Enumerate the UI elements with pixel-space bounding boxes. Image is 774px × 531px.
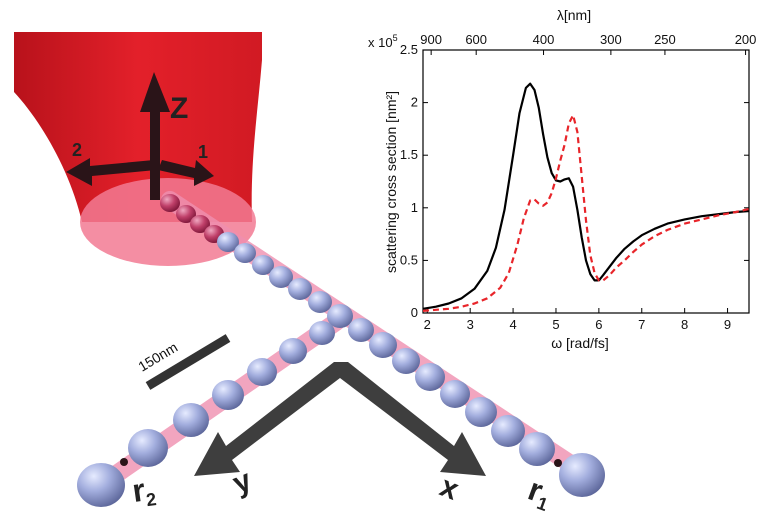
axis-2-label: 2 [72, 140, 82, 160]
particle [279, 338, 307, 364]
particle [234, 243, 256, 263]
particle [77, 463, 125, 507]
particle [160, 194, 180, 212]
particle [348, 318, 374, 342]
plot-frame [422, 49, 750, 314]
top-tick-label: 900 [420, 32, 442, 47]
scale-bar [145, 334, 231, 390]
y-axis-label: scattering cross section [nm²] [383, 91, 399, 273]
x-tick-label: 9 [724, 317, 731, 332]
particle [212, 380, 244, 410]
x-tick-label: 5 [552, 317, 559, 332]
beam-focus-disk [80, 178, 256, 266]
particle [519, 432, 555, 466]
z-axis-arrow [140, 72, 170, 200]
y-tick-label: 1.5 [400, 147, 418, 162]
r1-marker [554, 459, 562, 467]
top-tick-label: 300 [600, 32, 622, 47]
exponent-label: x 105 [368, 33, 398, 50]
particle [128, 429, 168, 467]
particle [288, 278, 312, 300]
particle [559, 453, 605, 497]
x-axis-label: ω [rad/fs] [551, 335, 609, 351]
particle [176, 205, 196, 223]
particle [491, 415, 525, 447]
top-axis-label: λ[nm] [557, 7, 591, 23]
particle [217, 232, 239, 252]
x-tick-label: 6 [595, 317, 602, 332]
particle [308, 291, 332, 313]
r2-label: r2 [130, 470, 158, 512]
y-tick-label: 0 [411, 305, 418, 320]
z-axis-label: Z [170, 92, 188, 125]
x-tick-label: 2 [424, 317, 431, 332]
particle [465, 397, 497, 427]
particle [440, 380, 470, 408]
y-tick-label: 1 [411, 200, 418, 215]
top-tick-label: 200 [735, 32, 757, 47]
axis-1-label: 1 [198, 142, 208, 162]
y-tick-label: 2 [411, 95, 418, 110]
top-tick-label: 250 [654, 32, 676, 47]
x-tick-label: 8 [681, 317, 688, 332]
r2-marker [120, 458, 128, 466]
x-tick-label: 7 [638, 317, 645, 332]
particle [252, 255, 274, 275]
x-direction-arrow [194, 362, 486, 476]
series-line-solid [422, 82, 750, 310]
particle [392, 348, 420, 374]
particle [369, 332, 397, 358]
top-tick-label: 400 [533, 32, 555, 47]
particle [173, 403, 209, 437]
chain-x [160, 194, 605, 497]
x-tick-label: 4 [509, 317, 516, 332]
y-tick-label: 0.5 [400, 252, 418, 267]
direction-arrows [194, 362, 486, 476]
chain-y [77, 321, 335, 507]
particle [309, 321, 335, 345]
y-direction-arrow [334, 362, 348, 378]
y-tick-label: 2.5 [400, 42, 418, 57]
particle [327, 304, 353, 328]
series-line-dashed [422, 114, 750, 312]
axis-2-arrow [66, 158, 156, 186]
particle [415, 363, 445, 391]
particle [269, 266, 293, 288]
top-tick-label: 600 [465, 32, 487, 47]
axis-1-arrow [158, 160, 214, 186]
particle [247, 358, 277, 386]
particle [190, 215, 210, 233]
coordinate-axes [66, 72, 214, 200]
x-tick-label: 3 [467, 317, 474, 332]
